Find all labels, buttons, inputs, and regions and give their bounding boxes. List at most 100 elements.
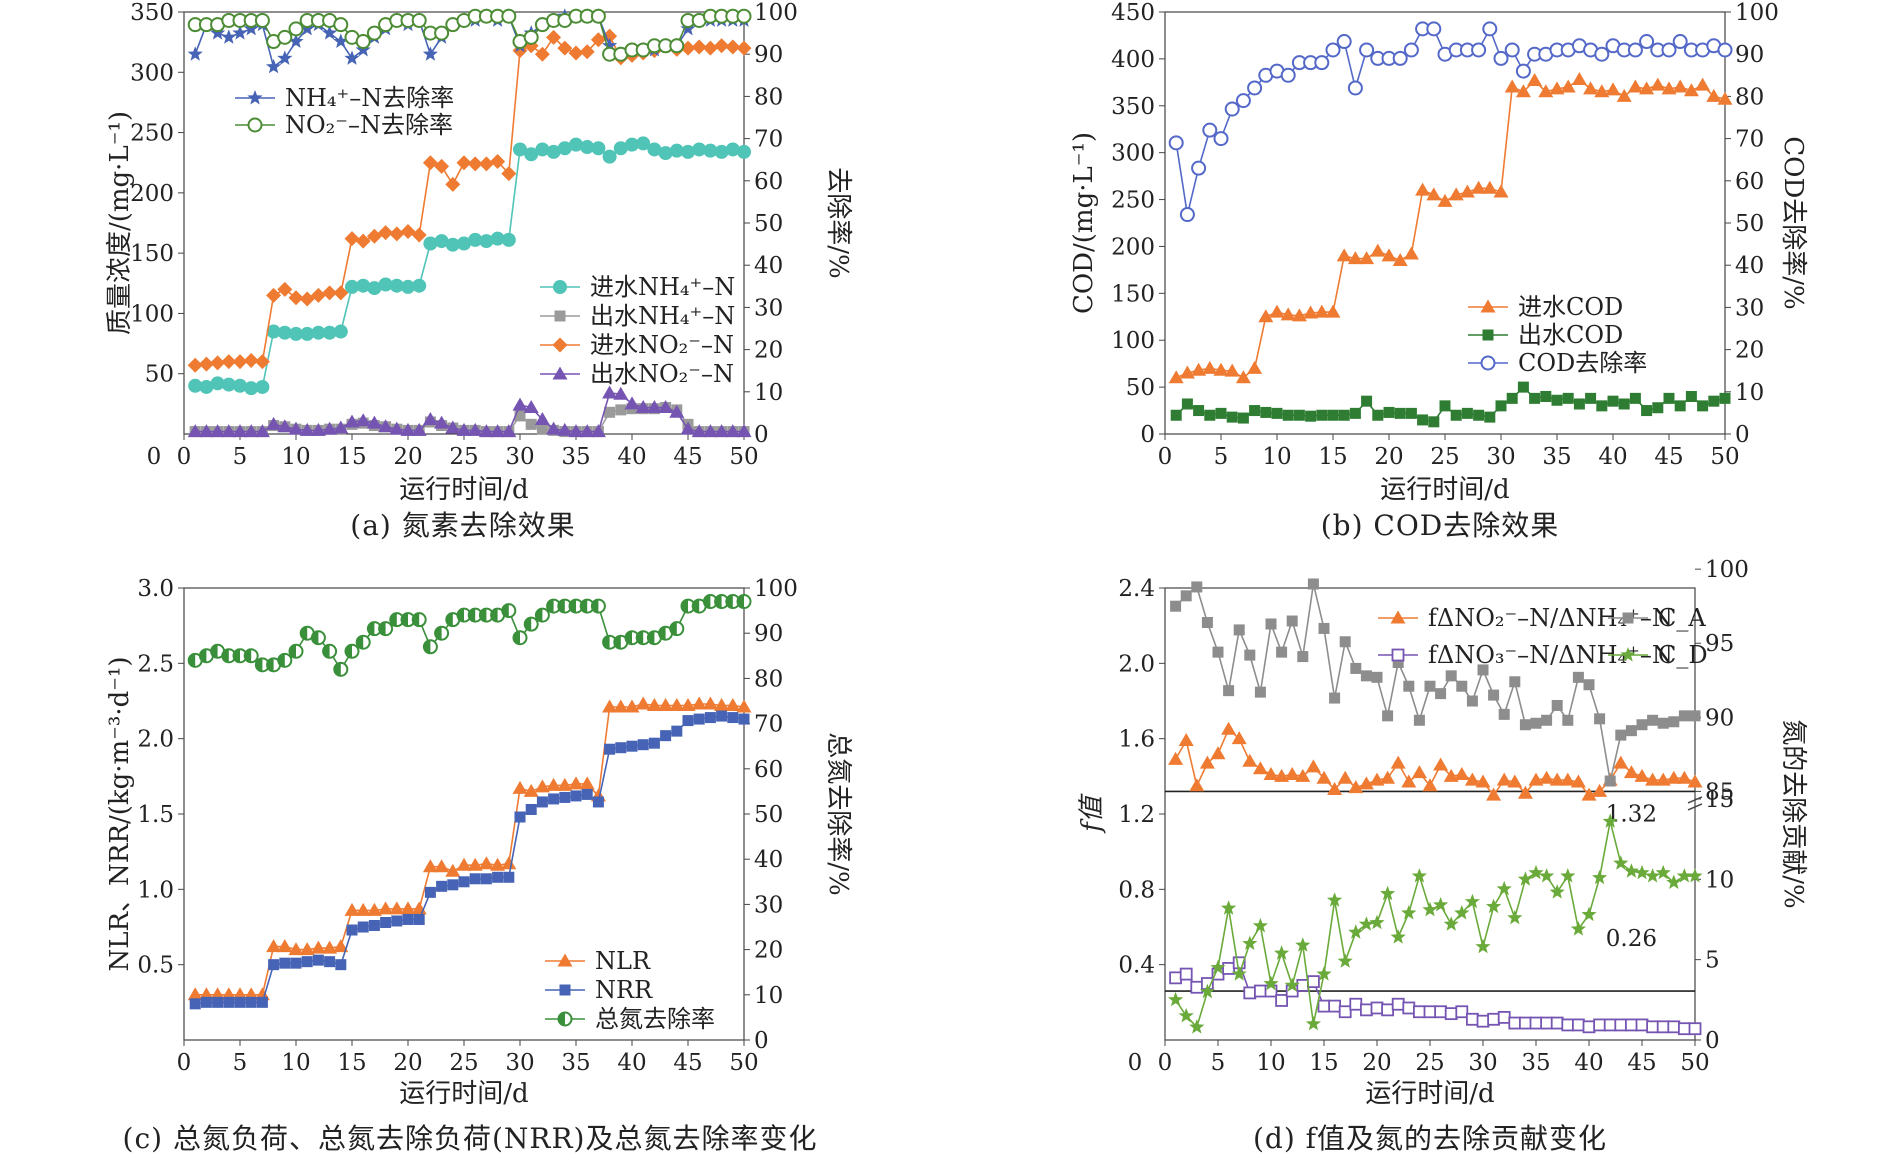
series-b-0-point: [1583, 81, 1599, 95]
series-d-0-point: [1570, 774, 1586, 788]
series-c-1-point: [716, 710, 728, 722]
series-a-3-point: [613, 386, 629, 400]
x-tick-label: 40: [617, 444, 646, 470]
series-a-0-point: [591, 141, 606, 156]
series-c-2-point-fill: [524, 617, 532, 631]
series-a-2-point: [299, 291, 315, 307]
series-d-0-point: [1464, 772, 1480, 786]
y-tick-label: 2.4: [1118, 576, 1155, 602]
series-b-1-point: [1708, 395, 1720, 407]
y-tick-label: 200: [130, 181, 174, 207]
series-a-0-point: [737, 144, 751, 159]
x-tick-label: 20: [393, 1050, 422, 1076]
series-a-3-point: [288, 421, 304, 435]
series-d-1-point: [1497, 1011, 1511, 1024]
y2-tick-label: 15: [1705, 787, 1734, 813]
x-tick-label: 20: [1362, 1050, 1391, 1076]
y2-tick-label: 70: [754, 127, 783, 153]
y-tick-label: 1.2: [1118, 802, 1155, 828]
series-a-3-point: [680, 421, 696, 435]
series-a-1-point: [536, 423, 548, 435]
series-d-1-point: [1550, 1016, 1564, 1030]
series-d-2-point: [1604, 775, 1616, 787]
x-axis-title: 运行时间/d: [399, 475, 528, 505]
series-d-0-point: [1623, 765, 1639, 779]
series-b-1-point: [1663, 392, 1675, 404]
series-d-2-point: [1254, 686, 1266, 698]
series-b-2-point: [1471, 42, 1487, 58]
x-tick-label: 25: [449, 444, 478, 470]
series-c-0-point: [624, 699, 640, 713]
series-c-2-point-fill: [457, 608, 464, 622]
series-a-2-point: [344, 231, 360, 247]
series-c-2-point-fill: [267, 658, 274, 672]
y2-axis-title: 总氮去除率/%: [823, 732, 853, 895]
series-d-0-point: [1221, 721, 1237, 735]
series-c-1-point: [581, 788, 593, 800]
series-d-2-point: [1477, 664, 1489, 676]
series-b-0-point: [1336, 248, 1352, 262]
series-d-2-point: [1350, 662, 1362, 674]
series-d-3-point: [1221, 900, 1237, 915]
series-d-3-point: [1305, 1015, 1321, 1031]
series-c-0-point: [546, 777, 562, 791]
series-a-2-point: [736, 40, 752, 56]
x-tick-label: 5: [233, 1050, 248, 1076]
y2-tick-label: 100: [754, 576, 798, 602]
x-tick-label: 35: [1542, 444, 1571, 470]
series-a-3-point: [266, 416, 282, 430]
series-d-2-point: [1562, 714, 1574, 726]
y-tick-label: 150: [1111, 281, 1155, 307]
series-a-4-point: [299, 20, 315, 36]
series-d-0-point: [1676, 770, 1692, 784]
series-d-3-point: [1284, 977, 1300, 992]
x-tick-label: 45: [673, 444, 702, 470]
series-d-3-point: [1210, 959, 1226, 975]
series-d-0-point: [1231, 731, 1247, 745]
series-b-2-point: [1235, 93, 1251, 109]
series-b-1-point: [1204, 409, 1216, 421]
series-b-1-point: [1562, 392, 1574, 404]
series-a-5-point: [590, 8, 606, 24]
series-c-0-point: [299, 942, 315, 956]
y2-tick-label: 60: [754, 169, 783, 195]
series-c-1-point: [301, 956, 313, 968]
series-d-3-point: [1337, 953, 1353, 968]
y2-tick-label: 90: [1705, 705, 1734, 731]
x-tick-label: 10: [281, 444, 310, 470]
series-c-2-point-fill: [311, 631, 319, 645]
series-b-0-point: [1213, 362, 1229, 376]
series-c-0-point: [725, 698, 741, 712]
series-c-1-point: [615, 742, 627, 754]
series-b-0-point: [1381, 248, 1397, 262]
series-a-3-point: [221, 424, 237, 438]
series-d-1-point: [1614, 1018, 1628, 1032]
series-b-1-point: [1674, 400, 1686, 412]
series-a-2-point: [590, 32, 606, 48]
legend-b-0-label: 进水COD: [1518, 293, 1623, 321]
series-a-4-point: [422, 46, 438, 61]
series-a-3-point: [478, 424, 494, 438]
series-c-1-point: [346, 924, 358, 936]
series-d-3-point: [1486, 898, 1502, 914]
series-a-3-point: [389, 421, 405, 435]
series-c-1-point: [671, 725, 683, 737]
series-b-0-point: [1695, 77, 1711, 91]
series-c-1-point: [637, 739, 649, 751]
series-d-1-point: [1275, 994, 1288, 1007]
x-tick-label: 30: [505, 444, 534, 470]
series-d-0-point: [1613, 755, 1629, 769]
series-d-3-point: [1645, 868, 1661, 883]
series-d-0-point: [1295, 768, 1311, 782]
y-tick-label: 400: [1111, 47, 1155, 73]
x-tick-label: 40: [617, 1050, 646, 1076]
series-b-2-point: [1661, 42, 1677, 58]
series-a-3-point: [669, 404, 685, 418]
series-a-2-point: [232, 354, 248, 370]
series-c-2-point-fill: [222, 649, 229, 663]
series-d-0-point: [1507, 774, 1523, 788]
series-a-3-point: [691, 424, 707, 438]
series-d-3-point: [1570, 921, 1586, 936]
series-a-3-point: [579, 424, 595, 438]
